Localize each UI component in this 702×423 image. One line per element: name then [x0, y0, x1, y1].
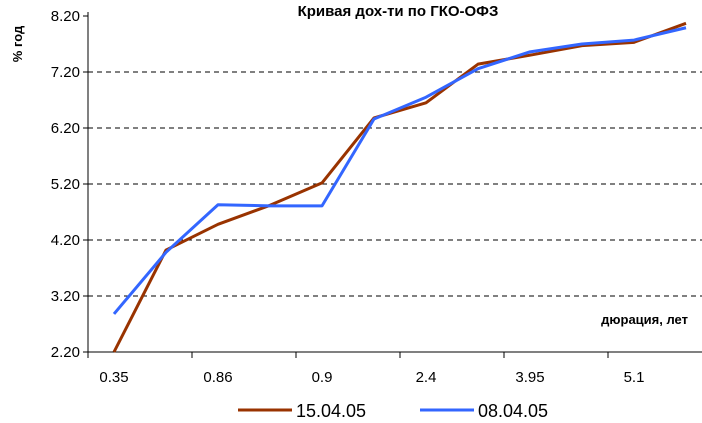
axes	[83, 12, 702, 358]
x-tick-label: 0.86	[203, 369, 232, 386]
x-tick-label: 0.35	[99, 369, 128, 386]
series-line-15.04.05	[112, 21, 687, 353]
series-lines	[112, 21, 687, 353]
gridlines	[88, 71, 702, 297]
x-tick-label: 5.1	[624, 369, 645, 386]
y-tick-label: 2.20	[51, 344, 80, 361]
legend-label: 15.04.05	[296, 401, 366, 421]
y-tick-label: 6.20	[51, 120, 80, 137]
y-tick-label: 4.20	[51, 232, 80, 249]
y-tick-labels: 8.20 7.20 6.20 5.20 4.20 3.20 2.20	[51, 8, 80, 361]
x-tick-label: 0.9	[312, 369, 333, 386]
x-axis-title: дюрация, лет	[601, 312, 688, 327]
x-tick-label: 3.95	[515, 369, 544, 386]
legend: 15.04.05 08.04.05	[238, 401, 548, 421]
x-tick-labels: 0.35 0.86 0.9 2.4 3.95 5.1	[99, 369, 644, 386]
x-tick-label: 2.4	[416, 369, 437, 386]
y-tick-label: 7.20	[51, 64, 80, 81]
chart-title: Кривая дох-ти по ГКО-ОФЗ	[298, 3, 499, 20]
y-tick-label: 8.20	[51, 8, 80, 25]
y-tick-label: 3.20	[51, 288, 80, 305]
legend-label: 08.04.05	[478, 401, 548, 421]
y-axis-title: % год	[10, 25, 25, 62]
series-line-08.04.05	[112, 26, 687, 315]
y-tick-label: 5.20	[51, 176, 80, 193]
